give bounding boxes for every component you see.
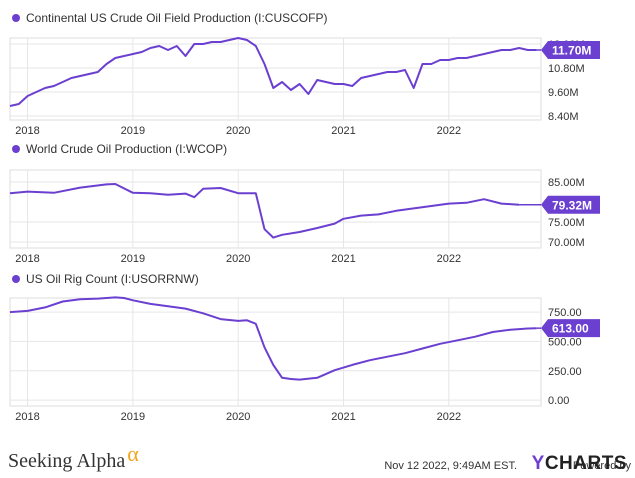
ycharts-word: CHARTS bbox=[544, 453, 627, 474]
seeking-alpha-logo: Seeking Alphaα bbox=[8, 441, 139, 473]
last-value-badge bbox=[541, 195, 600, 214]
chart-title: US Oil Rig Count (I:USORRNW) bbox=[26, 272, 199, 286]
y-tick-label: 500.00 bbox=[548, 336, 582, 348]
x-tick-label: 2019 bbox=[121, 411, 145, 423]
chart-title: World Crude Oil Production (I:WCOP) bbox=[26, 142, 227, 156]
timestamp: Nov 12 2022, 9:49AM EST. bbox=[384, 460, 517, 472]
y-tick-label: 70.00M bbox=[548, 237, 585, 249]
legend-dot bbox=[12, 275, 20, 283]
legend-dot bbox=[12, 145, 20, 153]
x-tick-label: 2021 bbox=[331, 253, 355, 265]
x-tick-label: 2018 bbox=[15, 411, 39, 423]
x-tick-label: 2019 bbox=[121, 253, 145, 265]
y-tick-label: 85.00M bbox=[548, 177, 585, 189]
plot-area bbox=[9, 297, 542, 407]
last-value-badge bbox=[541, 319, 600, 338]
x-tick-label: 2018 bbox=[15, 125, 39, 137]
y-tick-label: 9.60M bbox=[548, 87, 579, 99]
y-tick-label: 250.00 bbox=[548, 366, 582, 378]
last-value-label: 613.00 bbox=[552, 322, 589, 336]
last-value-label: 11.70M bbox=[552, 44, 591, 58]
series-line bbox=[9, 37, 537, 107]
y-tick-label: 10.80M bbox=[548, 63, 585, 75]
x-tick-label: 2020 bbox=[226, 125, 250, 137]
series-line bbox=[9, 183, 520, 239]
x-tick-label: 2019 bbox=[121, 125, 145, 137]
last-value-badge bbox=[541, 41, 600, 59]
alpha-symbol: α bbox=[127, 441, 139, 466]
legend-dot bbox=[12, 14, 20, 22]
x-tick-label: 2022 bbox=[437, 253, 461, 265]
brand-name: Seeking Alpha bbox=[8, 450, 126, 472]
y-tick-label: 0.00 bbox=[548, 395, 569, 407]
x-tick-label: 2020 bbox=[226, 411, 250, 423]
y-tick-label: 75.00M bbox=[548, 217, 585, 229]
plot-area bbox=[9, 37, 542, 121]
ycharts-logo[interactable]: YCHARTS bbox=[532, 453, 627, 475]
y-tick-label: 8.40M bbox=[548, 111, 579, 123]
series-line bbox=[9, 296, 537, 381]
x-tick-label: 2021 bbox=[331, 411, 355, 423]
ycharts-y: Y bbox=[531, 453, 545, 474]
plot-area bbox=[9, 169, 542, 249]
chart-title: Continental US Crude Oil Field Productio… bbox=[26, 11, 327, 25]
y-tick-label: 750.00 bbox=[548, 307, 582, 319]
x-tick-label: 2021 bbox=[331, 125, 355, 137]
last-value-label: 79.32M bbox=[552, 198, 592, 212]
x-tick-label: 2022 bbox=[437, 411, 461, 423]
x-tick-label: 2018 bbox=[15, 253, 39, 265]
x-tick-label: 2020 bbox=[226, 253, 250, 265]
x-tick-label: 2022 bbox=[437, 125, 461, 137]
footer: Seeking Alphaα Nov 12 2022, 9:49AM EST. … bbox=[8, 441, 631, 475]
